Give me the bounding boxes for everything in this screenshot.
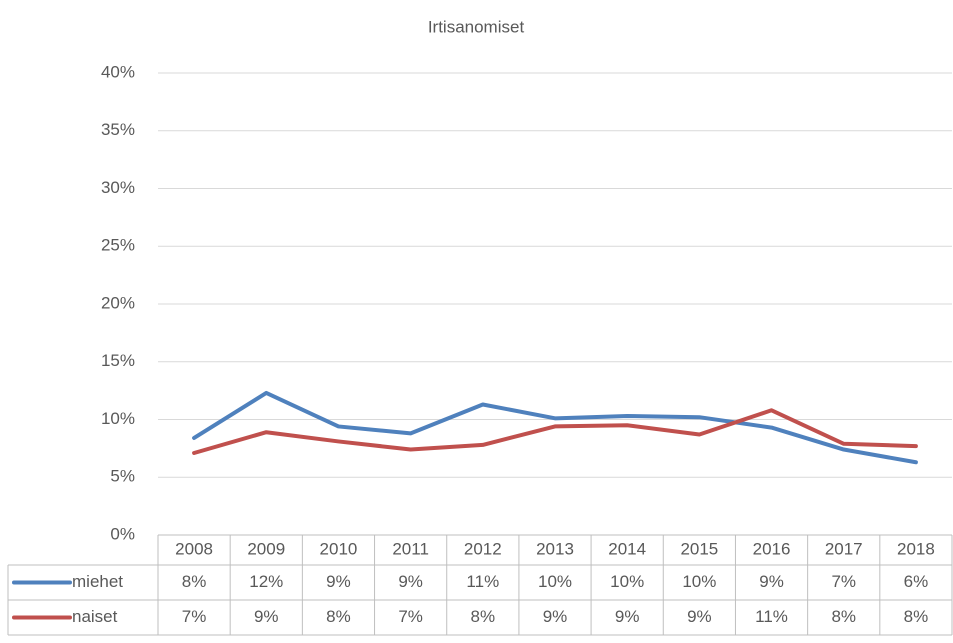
x-tick-label: 2014 xyxy=(608,539,646,558)
x-tick-label: 2016 xyxy=(753,539,791,558)
x-tick-label: 2015 xyxy=(680,539,718,558)
legend-label: naiset xyxy=(72,607,118,626)
y-tick-label: 0% xyxy=(110,524,135,543)
table-value: 8% xyxy=(471,607,496,626)
series-line xyxy=(192,390,918,465)
table-value: 9% xyxy=(615,607,640,626)
x-tick-label: 2010 xyxy=(320,539,358,558)
y-tick-label: 40% xyxy=(101,62,135,81)
x-tick-label: 2017 xyxy=(825,539,863,558)
series-line xyxy=(192,408,918,455)
x-tick-label: 2018 xyxy=(897,539,935,558)
x-tick-label: 2013 xyxy=(536,539,574,558)
table-value: 9% xyxy=(254,607,279,626)
table-value: 9% xyxy=(543,607,568,626)
table-value: 8% xyxy=(326,607,351,626)
table-value: 11% xyxy=(755,607,788,626)
table-value: 6% xyxy=(904,572,929,591)
table-value: 7% xyxy=(398,607,423,626)
y-tick-label: 30% xyxy=(101,178,135,197)
table-value: 9% xyxy=(759,572,784,591)
table-value: 9% xyxy=(398,572,423,591)
table-value: 8% xyxy=(182,572,207,591)
y-tick-label: 20% xyxy=(101,293,135,312)
table-value: 12% xyxy=(249,572,283,591)
x-tick-label: 2012 xyxy=(464,539,502,558)
x-tick-label: 2008 xyxy=(175,539,213,558)
table-value: 10% xyxy=(682,572,716,591)
table-value: 9% xyxy=(687,607,712,626)
table-value: 7% xyxy=(831,572,856,591)
y-tick-label: 15% xyxy=(101,351,135,370)
legend-label: miehet xyxy=(72,572,123,591)
table-value: 10% xyxy=(610,572,644,591)
table-value: 8% xyxy=(904,607,929,626)
y-tick-label: 5% xyxy=(110,467,135,486)
y-tick-label: 10% xyxy=(101,409,135,428)
table-value: 7% xyxy=(182,607,207,626)
table-value: 8% xyxy=(831,607,856,626)
y-tick-label: 25% xyxy=(101,236,135,255)
table-value: 11% xyxy=(466,572,499,591)
table-value: 10% xyxy=(538,572,572,591)
x-tick-label: 2011 xyxy=(392,539,429,558)
x-tick-label: 2009 xyxy=(247,539,285,558)
table-value: 9% xyxy=(326,572,351,591)
chart-title: Irtisanomiset xyxy=(428,17,525,36)
y-tick-label: 35% xyxy=(101,120,135,139)
